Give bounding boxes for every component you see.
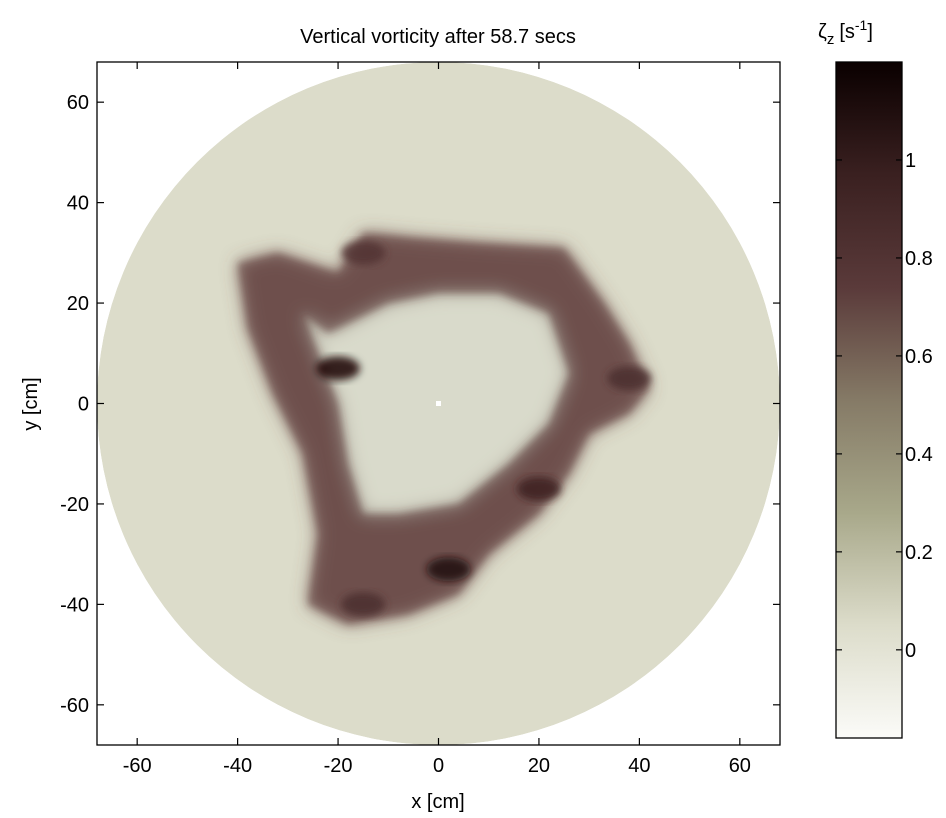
y-tick-label: -20 xyxy=(60,494,89,516)
colorbar-label-unit-end: ] xyxy=(867,21,873,43)
chart-title: Vertical vorticity after 58.7 secs xyxy=(300,26,576,48)
colorbar-tick-label: 0.6 xyxy=(905,346,933,368)
colorbar-label-symbol: ζ xyxy=(818,21,827,43)
vorticity-peak-4 xyxy=(341,240,386,265)
colorbar-label-unit: [s xyxy=(839,21,855,43)
vorticity-peak-2 xyxy=(516,476,561,501)
x-tick-label: 40 xyxy=(628,755,650,777)
colorbar-tick-label: 0.2 xyxy=(905,542,933,564)
center-marker xyxy=(436,401,441,406)
x-axis-ticks: -60 -40 -20 0 20 40 60 xyxy=(123,62,751,777)
y-tick-label: -60 xyxy=(60,695,89,717)
colorbar-tick-label: 0.8 xyxy=(905,248,933,270)
colorbar-tick-label: 0 xyxy=(905,640,916,662)
vorticity-peaks xyxy=(316,240,652,617)
y-tick-label: 20 xyxy=(67,293,89,315)
colorbar xyxy=(835,61,903,739)
vorticity-peak-3 xyxy=(607,366,652,391)
vorticity-peak-0 xyxy=(316,356,361,381)
x-tick-label: -40 xyxy=(223,755,252,777)
y-tick-label: 60 xyxy=(67,92,89,114)
colorbar-label-exponent: -1 xyxy=(855,17,868,33)
y-tick-label: 40 xyxy=(67,193,89,215)
x-tick-label: 0 xyxy=(433,755,444,777)
colorbar-label: ζz [s-1] xyxy=(818,17,873,48)
colorbar-ticks: 0 0.2 0.4 0.6 0.8 1 xyxy=(836,150,933,662)
x-tick-label: 20 xyxy=(528,755,550,777)
x-tick-label: -60 xyxy=(123,755,152,777)
x-axis-label: x [cm] xyxy=(411,791,464,813)
y-tick-label: 0 xyxy=(78,394,89,416)
y-axis-label: y [cm] xyxy=(20,377,42,430)
vorticity-peak-1 xyxy=(426,557,471,582)
colorbar-tick-label: 1 xyxy=(905,150,916,172)
x-tick-label: -20 xyxy=(324,755,353,777)
vorticity-peak-5 xyxy=(341,592,386,617)
y-tick-label: -40 xyxy=(60,594,89,616)
colorbar-tick-label: 0.4 xyxy=(905,444,933,466)
x-tick-label: 60 xyxy=(729,755,751,777)
vorticity-ring xyxy=(237,232,650,625)
colorbar-label-subscript: z xyxy=(827,31,835,48)
y-axis-ticks: -60 -40 -20 0 20 40 60 xyxy=(60,92,780,717)
